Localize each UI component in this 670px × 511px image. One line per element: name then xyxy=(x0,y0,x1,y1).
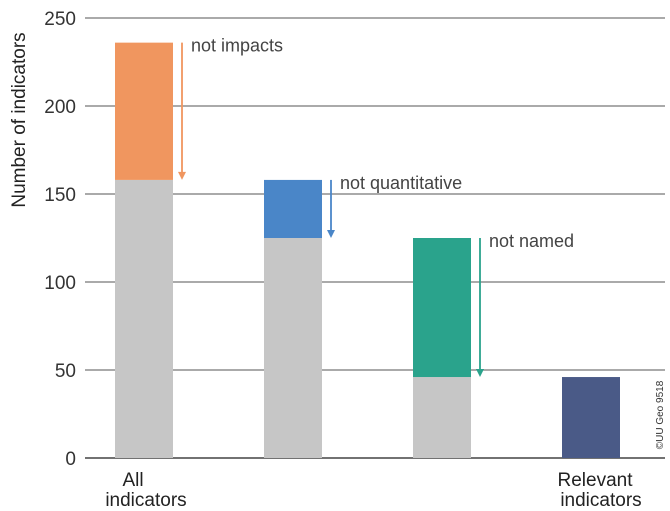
category-label-line1: All xyxy=(122,470,143,491)
annotation-arrowhead xyxy=(178,171,186,180)
bar-top-segment xyxy=(115,42,173,180)
category-label-line2: indicators xyxy=(105,490,186,511)
bar-top-segment xyxy=(413,238,471,378)
category-label-line2: indicators xyxy=(560,490,641,511)
annotation-label: not named xyxy=(489,231,574,251)
bar-base-segment xyxy=(264,238,322,458)
annotation-label: not quantitative xyxy=(340,173,462,193)
y-tick-label: 100 xyxy=(44,273,76,294)
y-tick-label: 0 xyxy=(65,449,76,470)
y-axis-title: Number of indicators xyxy=(9,32,30,207)
y-tick-label: 50 xyxy=(55,361,76,382)
bar-base-segment xyxy=(115,179,173,459)
y-axis-ticks: 0 50 100 150 200 250 xyxy=(44,9,76,470)
bar-top-segment xyxy=(562,377,620,458)
bars xyxy=(115,42,620,459)
annotation-arrowhead xyxy=(327,230,335,238)
credit-label: ©UU Geo 9518 xyxy=(655,380,666,449)
y-tick-label: 250 xyxy=(44,9,76,30)
y-tick-label: 200 xyxy=(44,97,76,118)
annotation-arrowhead xyxy=(476,369,484,378)
annotation-arrows: not impacts not quantitative not named xyxy=(178,36,574,378)
bar-base-segment xyxy=(413,377,471,458)
annotation-label: not impacts xyxy=(191,36,283,56)
bar-top-segment xyxy=(264,179,322,238)
y-tick-label: 150 xyxy=(44,185,76,206)
category-label-line1: Relevant xyxy=(558,470,634,491)
